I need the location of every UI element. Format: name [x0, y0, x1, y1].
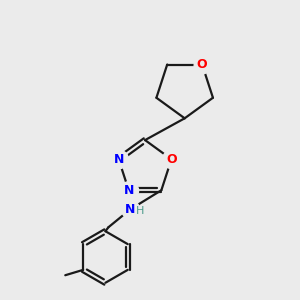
Text: N: N — [125, 203, 135, 216]
Text: H: H — [136, 206, 144, 216]
Text: O: O — [197, 58, 208, 71]
Text: N: N — [113, 153, 124, 166]
Text: O: O — [166, 153, 177, 166]
Text: N: N — [124, 184, 134, 197]
